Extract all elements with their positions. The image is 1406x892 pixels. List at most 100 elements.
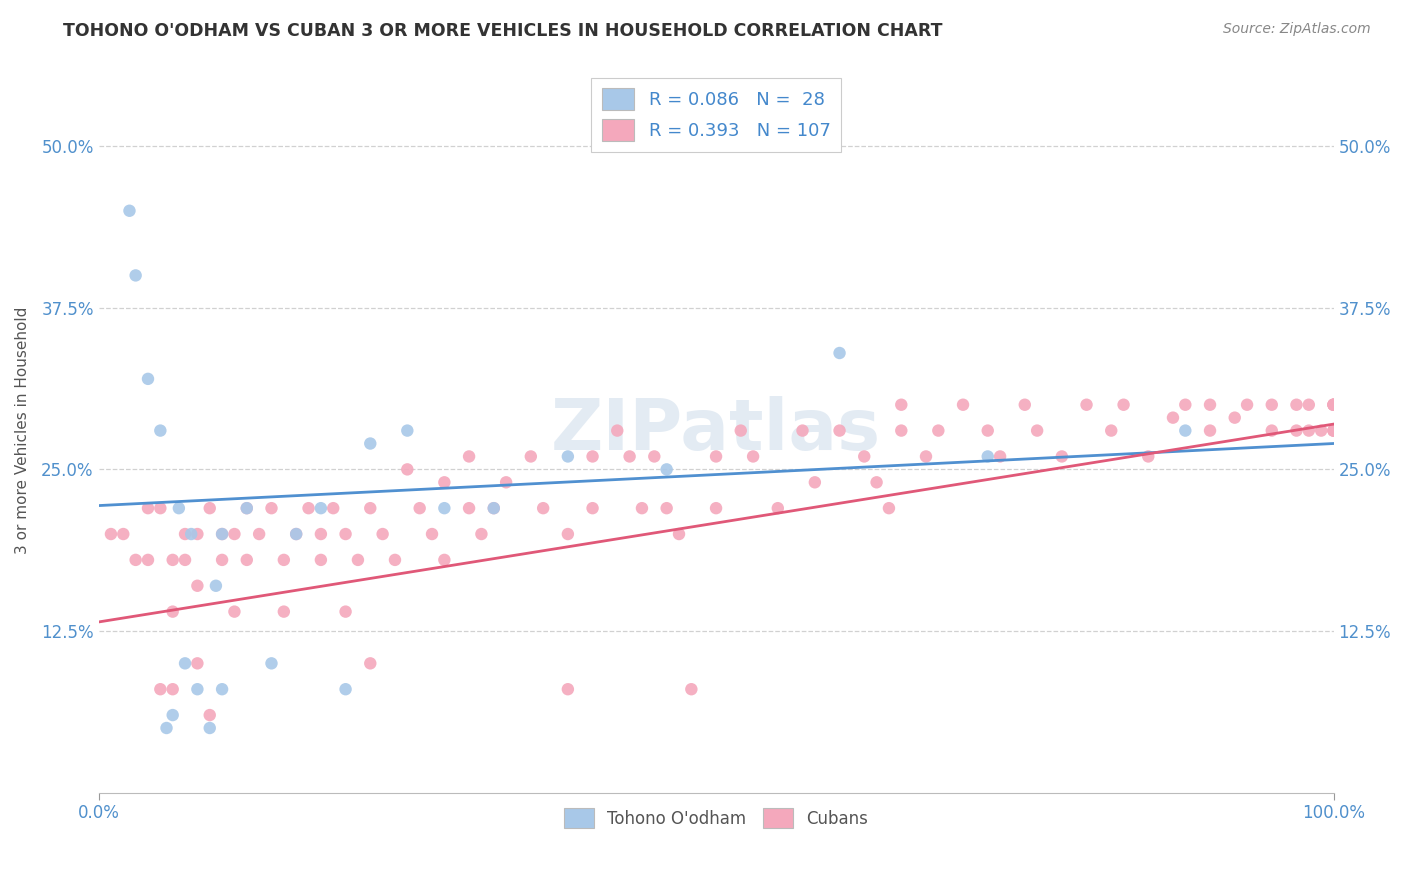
Point: [890, 398, 912, 412]
Point: [236, 553, 259, 567]
Point: [495, 475, 517, 490]
Point: [1236, 398, 1258, 412]
Point: [149, 501, 172, 516]
Point: [890, 424, 912, 438]
Point: [631, 501, 654, 516]
Point: [792, 424, 814, 438]
Point: [198, 721, 221, 735]
Point: [865, 475, 887, 490]
Text: ZIPatlas: ZIPatlas: [551, 396, 882, 465]
Point: [1322, 424, 1344, 438]
Point: [285, 527, 308, 541]
Point: [1014, 398, 1036, 412]
Point: [1322, 398, 1344, 412]
Text: TOHONO O'ODHAM VS CUBAN 3 OR MORE VEHICLES IN HOUSEHOLD CORRELATION CHART: TOHONO O'ODHAM VS CUBAN 3 OR MORE VEHICL…: [63, 22, 943, 40]
Point: [1310, 424, 1333, 438]
Point: [309, 553, 332, 567]
Point: [371, 527, 394, 541]
Point: [136, 501, 159, 516]
Point: [458, 450, 481, 464]
Point: [988, 450, 1011, 464]
Point: [359, 501, 381, 516]
Point: [162, 682, 184, 697]
Point: [877, 501, 900, 516]
Y-axis label: 3 or more Vehicles in Household: 3 or more Vehicles in Household: [15, 307, 30, 554]
Point: [681, 682, 703, 697]
Point: [260, 657, 283, 671]
Point: [198, 708, 221, 723]
Point: [236, 501, 259, 516]
Point: [186, 682, 208, 697]
Point: [1076, 398, 1098, 412]
Point: [100, 527, 122, 541]
Point: [309, 527, 332, 541]
Point: [704, 501, 727, 516]
Point: [260, 501, 283, 516]
Point: [309, 501, 332, 516]
Point: [1112, 398, 1135, 412]
Point: [273, 553, 295, 567]
Point: [297, 501, 319, 516]
Point: [1285, 424, 1308, 438]
Point: [384, 553, 406, 567]
Point: [112, 527, 135, 541]
Point: [828, 424, 851, 438]
Point: [247, 527, 270, 541]
Point: [149, 424, 172, 438]
Point: [1298, 398, 1320, 412]
Point: [952, 398, 974, 412]
Point: [433, 475, 456, 490]
Point: [520, 450, 543, 464]
Point: [224, 527, 246, 541]
Point: [1174, 398, 1197, 412]
Point: [655, 462, 678, 476]
Point: [1050, 450, 1073, 464]
Point: [180, 527, 202, 541]
Legend: Tohono O'odham, Cubans: Tohono O'odham, Cubans: [557, 801, 875, 835]
Point: [211, 527, 233, 541]
Point: [606, 424, 628, 438]
Point: [1322, 398, 1344, 412]
Point: [136, 372, 159, 386]
Point: [167, 501, 190, 516]
Point: [1285, 398, 1308, 412]
Point: [273, 605, 295, 619]
Point: [730, 424, 752, 438]
Point: [766, 501, 789, 516]
Point: [285, 527, 308, 541]
Point: [396, 462, 419, 476]
Text: Source: ZipAtlas.com: Source: ZipAtlas.com: [1223, 22, 1371, 37]
Point: [1298, 424, 1320, 438]
Point: [977, 450, 1000, 464]
Point: [359, 436, 381, 450]
Point: [186, 527, 208, 541]
Point: [915, 450, 938, 464]
Point: [927, 424, 949, 438]
Point: [124, 553, 146, 567]
Point: [581, 501, 603, 516]
Point: [1322, 424, 1344, 438]
Point: [742, 450, 765, 464]
Point: [322, 501, 344, 516]
Point: [1223, 410, 1246, 425]
Point: [335, 605, 357, 619]
Point: [482, 501, 505, 516]
Point: [211, 553, 233, 567]
Point: [1174, 424, 1197, 438]
Point: [162, 553, 184, 567]
Point: [655, 501, 678, 516]
Point: [335, 527, 357, 541]
Point: [174, 553, 197, 567]
Point: [118, 203, 141, 218]
Point: [668, 527, 690, 541]
Point: [1199, 398, 1222, 412]
Point: [347, 553, 370, 567]
Point: [433, 553, 456, 567]
Point: [408, 501, 430, 516]
Point: [136, 553, 159, 567]
Point: [433, 501, 456, 516]
Point: [619, 450, 641, 464]
Point: [470, 527, 492, 541]
Point: [804, 475, 827, 490]
Point: [124, 268, 146, 283]
